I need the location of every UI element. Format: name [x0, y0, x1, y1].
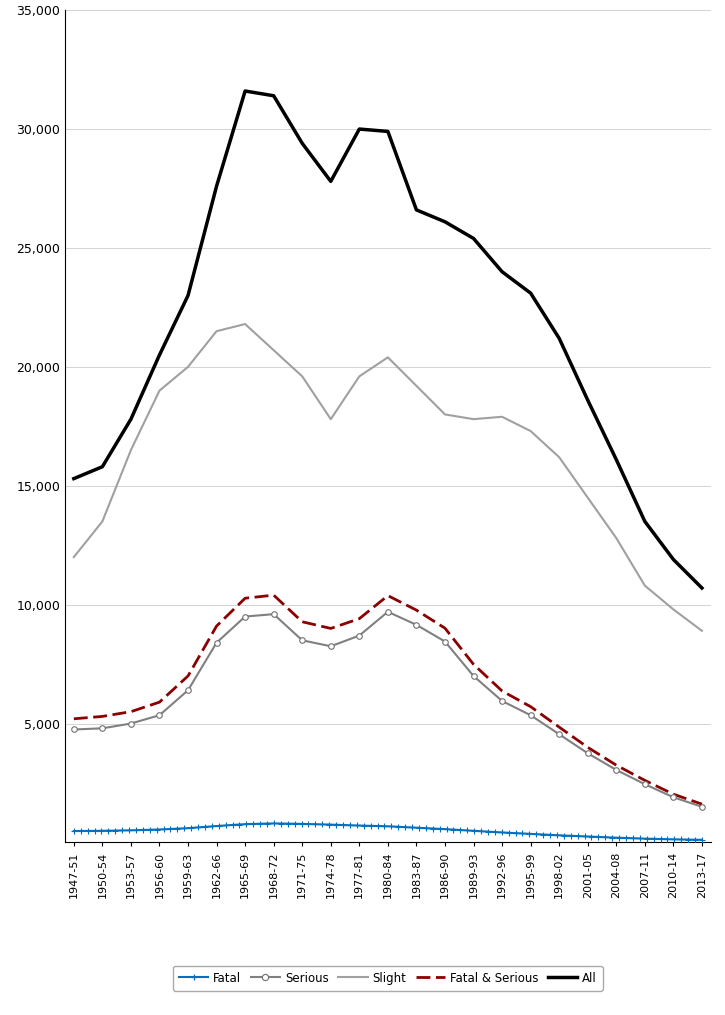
- Legend: Fatal, Serious, Slight, Fatal & Serious, All: Fatal, Serious, Slight, Fatal & Serious,…: [173, 965, 602, 991]
